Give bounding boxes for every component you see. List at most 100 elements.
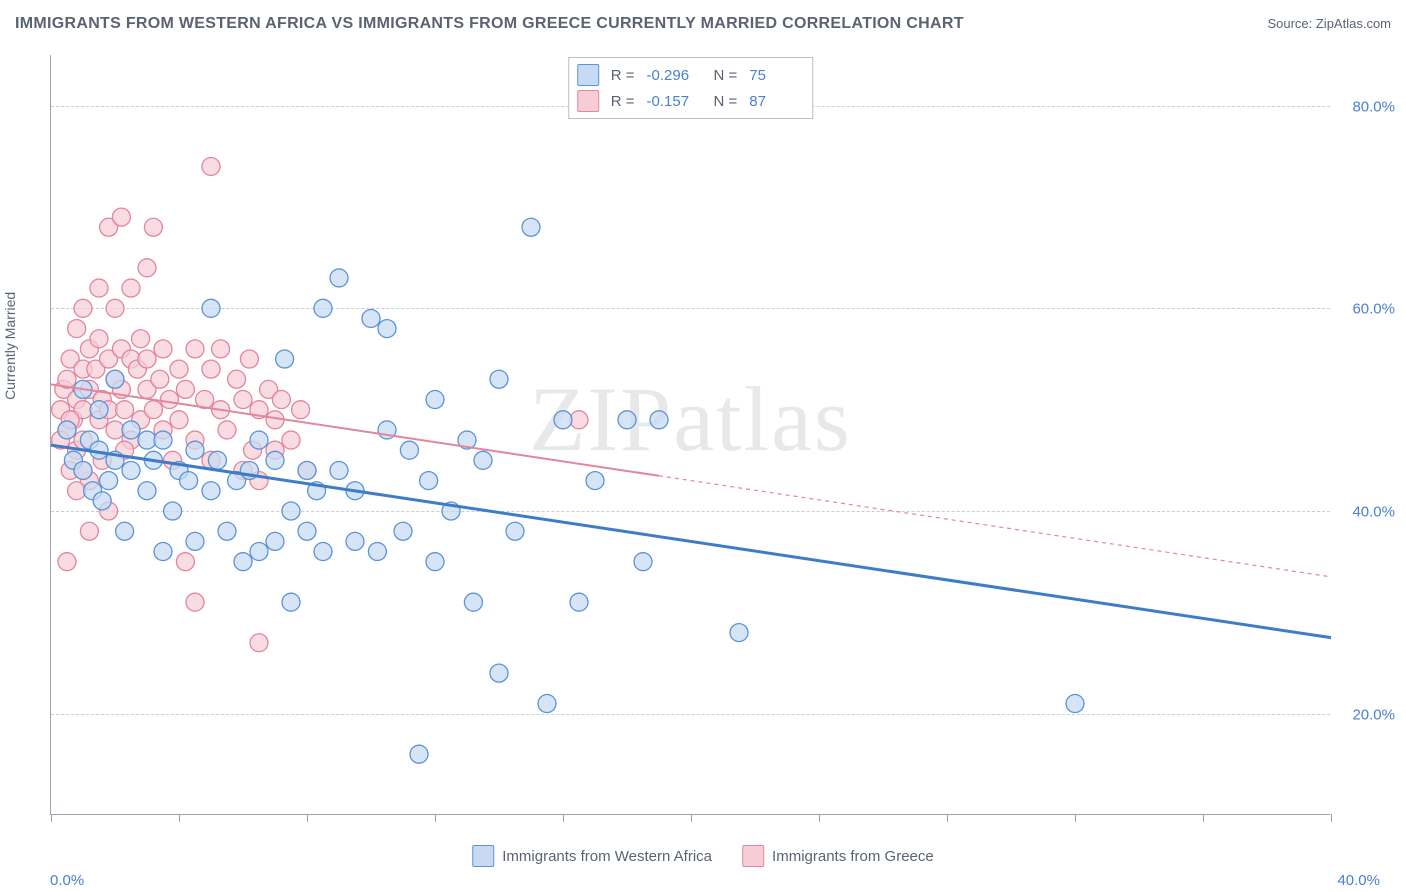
bottom-legend: Immigrants from Western Africa Immigrant… [472, 845, 934, 867]
x-tick [179, 814, 180, 822]
scatter-point-pink [154, 340, 172, 358]
scatter-point-blue [138, 431, 156, 449]
scatter-point-pink [570, 411, 588, 429]
scatter-point-pink [144, 218, 162, 236]
scatter-point-blue [276, 350, 294, 368]
scatter-point-blue [490, 370, 508, 388]
scatter-point-blue [74, 461, 92, 479]
legend-swatch-blue-icon [472, 845, 494, 867]
scatter-point-pink [90, 330, 108, 348]
y-tick-label: 80.0% [1352, 98, 1395, 115]
scatter-point-blue [208, 451, 226, 469]
scatter-point-blue [202, 299, 220, 317]
scatter-point-pink [202, 360, 220, 378]
x-max-label: 40.0% [1337, 872, 1380, 889]
scatter-point-blue [314, 299, 332, 317]
scatter-point-blue [138, 482, 156, 500]
scatter-point-pink [160, 391, 178, 409]
scatter-point-pink [112, 208, 130, 226]
scatter-svg [51, 55, 1330, 814]
scatter-point-pink [170, 411, 188, 429]
trend-line-blue [51, 445, 1331, 638]
scatter-point-blue [58, 421, 76, 439]
scatter-point-pink [202, 157, 220, 175]
trend-line-pink [51, 384, 659, 475]
x-tick [51, 814, 52, 822]
scatter-point-blue [554, 411, 572, 429]
scatter-point-blue [282, 502, 300, 520]
scatter-point-pink [106, 421, 124, 439]
x-tick [819, 814, 820, 822]
scatter-point-pink [218, 421, 236, 439]
scatter-point-blue [368, 543, 386, 561]
x-tick [435, 814, 436, 822]
scatter-point-blue [218, 522, 236, 540]
scatter-point-blue [426, 391, 444, 409]
scatter-point-pink [68, 482, 86, 500]
scatter-point-pink [272, 391, 290, 409]
scatter-point-pink [68, 320, 86, 338]
scatter-point-pink [186, 593, 204, 611]
scatter-point-blue [282, 593, 300, 611]
scatter-point-pink [151, 370, 169, 388]
scatter-point-blue [522, 218, 540, 236]
legend-item-blue: Immigrants from Western Africa [472, 845, 712, 867]
scatter-point-blue [122, 421, 140, 439]
scatter-point-blue [266, 532, 284, 550]
scatter-point-pink [176, 380, 194, 398]
scatter-point-blue [90, 401, 108, 419]
legend-label-pink: Immigrants from Greece [772, 848, 934, 865]
chart-title: IMMIGRANTS FROM WESTERN AFRICA VS IMMIGR… [15, 15, 964, 33]
scatter-point-pink [170, 360, 188, 378]
scatter-point-blue [730, 624, 748, 642]
scatter-point-pink [80, 522, 98, 540]
scatter-point-blue [266, 451, 284, 469]
scatter-point-pink [144, 401, 162, 419]
scatter-point-blue [400, 441, 418, 459]
scatter-point-blue [362, 309, 380, 327]
scatter-point-pink [176, 553, 194, 571]
scatter-point-blue [250, 543, 268, 561]
scatter-point-pink [186, 340, 204, 358]
scatter-point-blue [186, 532, 204, 550]
trend-line-dashed-pink [659, 476, 1331, 577]
x-min-label: 0.0% [50, 872, 84, 889]
scatter-point-blue [650, 411, 668, 429]
scatter-point-blue [634, 553, 652, 571]
scatter-point-pink [250, 634, 268, 652]
scatter-point-blue [618, 411, 636, 429]
scatter-point-blue [116, 522, 134, 540]
x-tick [1203, 814, 1204, 822]
scatter-point-blue [490, 664, 508, 682]
scatter-point-blue [93, 492, 111, 510]
scatter-point-blue [570, 593, 588, 611]
scatter-point-blue [186, 441, 204, 459]
x-tick [691, 814, 692, 822]
scatter-point-pink [292, 401, 310, 419]
scatter-point-pink [228, 370, 246, 388]
scatter-point-pink [116, 401, 134, 419]
x-tick [563, 814, 564, 822]
x-tick [1075, 814, 1076, 822]
x-tick [307, 814, 308, 822]
scatter-point-blue [464, 593, 482, 611]
legend-swatch-pink-icon [742, 845, 764, 867]
source-label: Source: ZipAtlas.com [1267, 16, 1391, 31]
scatter-point-blue [410, 745, 428, 763]
scatter-point-blue [106, 370, 124, 388]
scatter-point-blue [202, 482, 220, 500]
scatter-point-pink [240, 350, 258, 368]
x-tick [1331, 814, 1332, 822]
scatter-point-pink [90, 279, 108, 297]
scatter-point-blue [586, 472, 604, 490]
legend-label-blue: Immigrants from Western Africa [502, 848, 712, 865]
scatter-point-pink [58, 553, 76, 571]
scatter-point-blue [234, 553, 252, 571]
scatter-point-blue [474, 451, 492, 469]
scatter-point-pink [234, 391, 252, 409]
plot-area: ZIPatlas 20.0%40.0%60.0%80.0% R = -0.296… [50, 55, 1330, 815]
x-tick [947, 814, 948, 822]
scatter-point-blue [330, 461, 348, 479]
y-tick-label: 40.0% [1352, 504, 1395, 521]
scatter-point-blue [298, 461, 316, 479]
